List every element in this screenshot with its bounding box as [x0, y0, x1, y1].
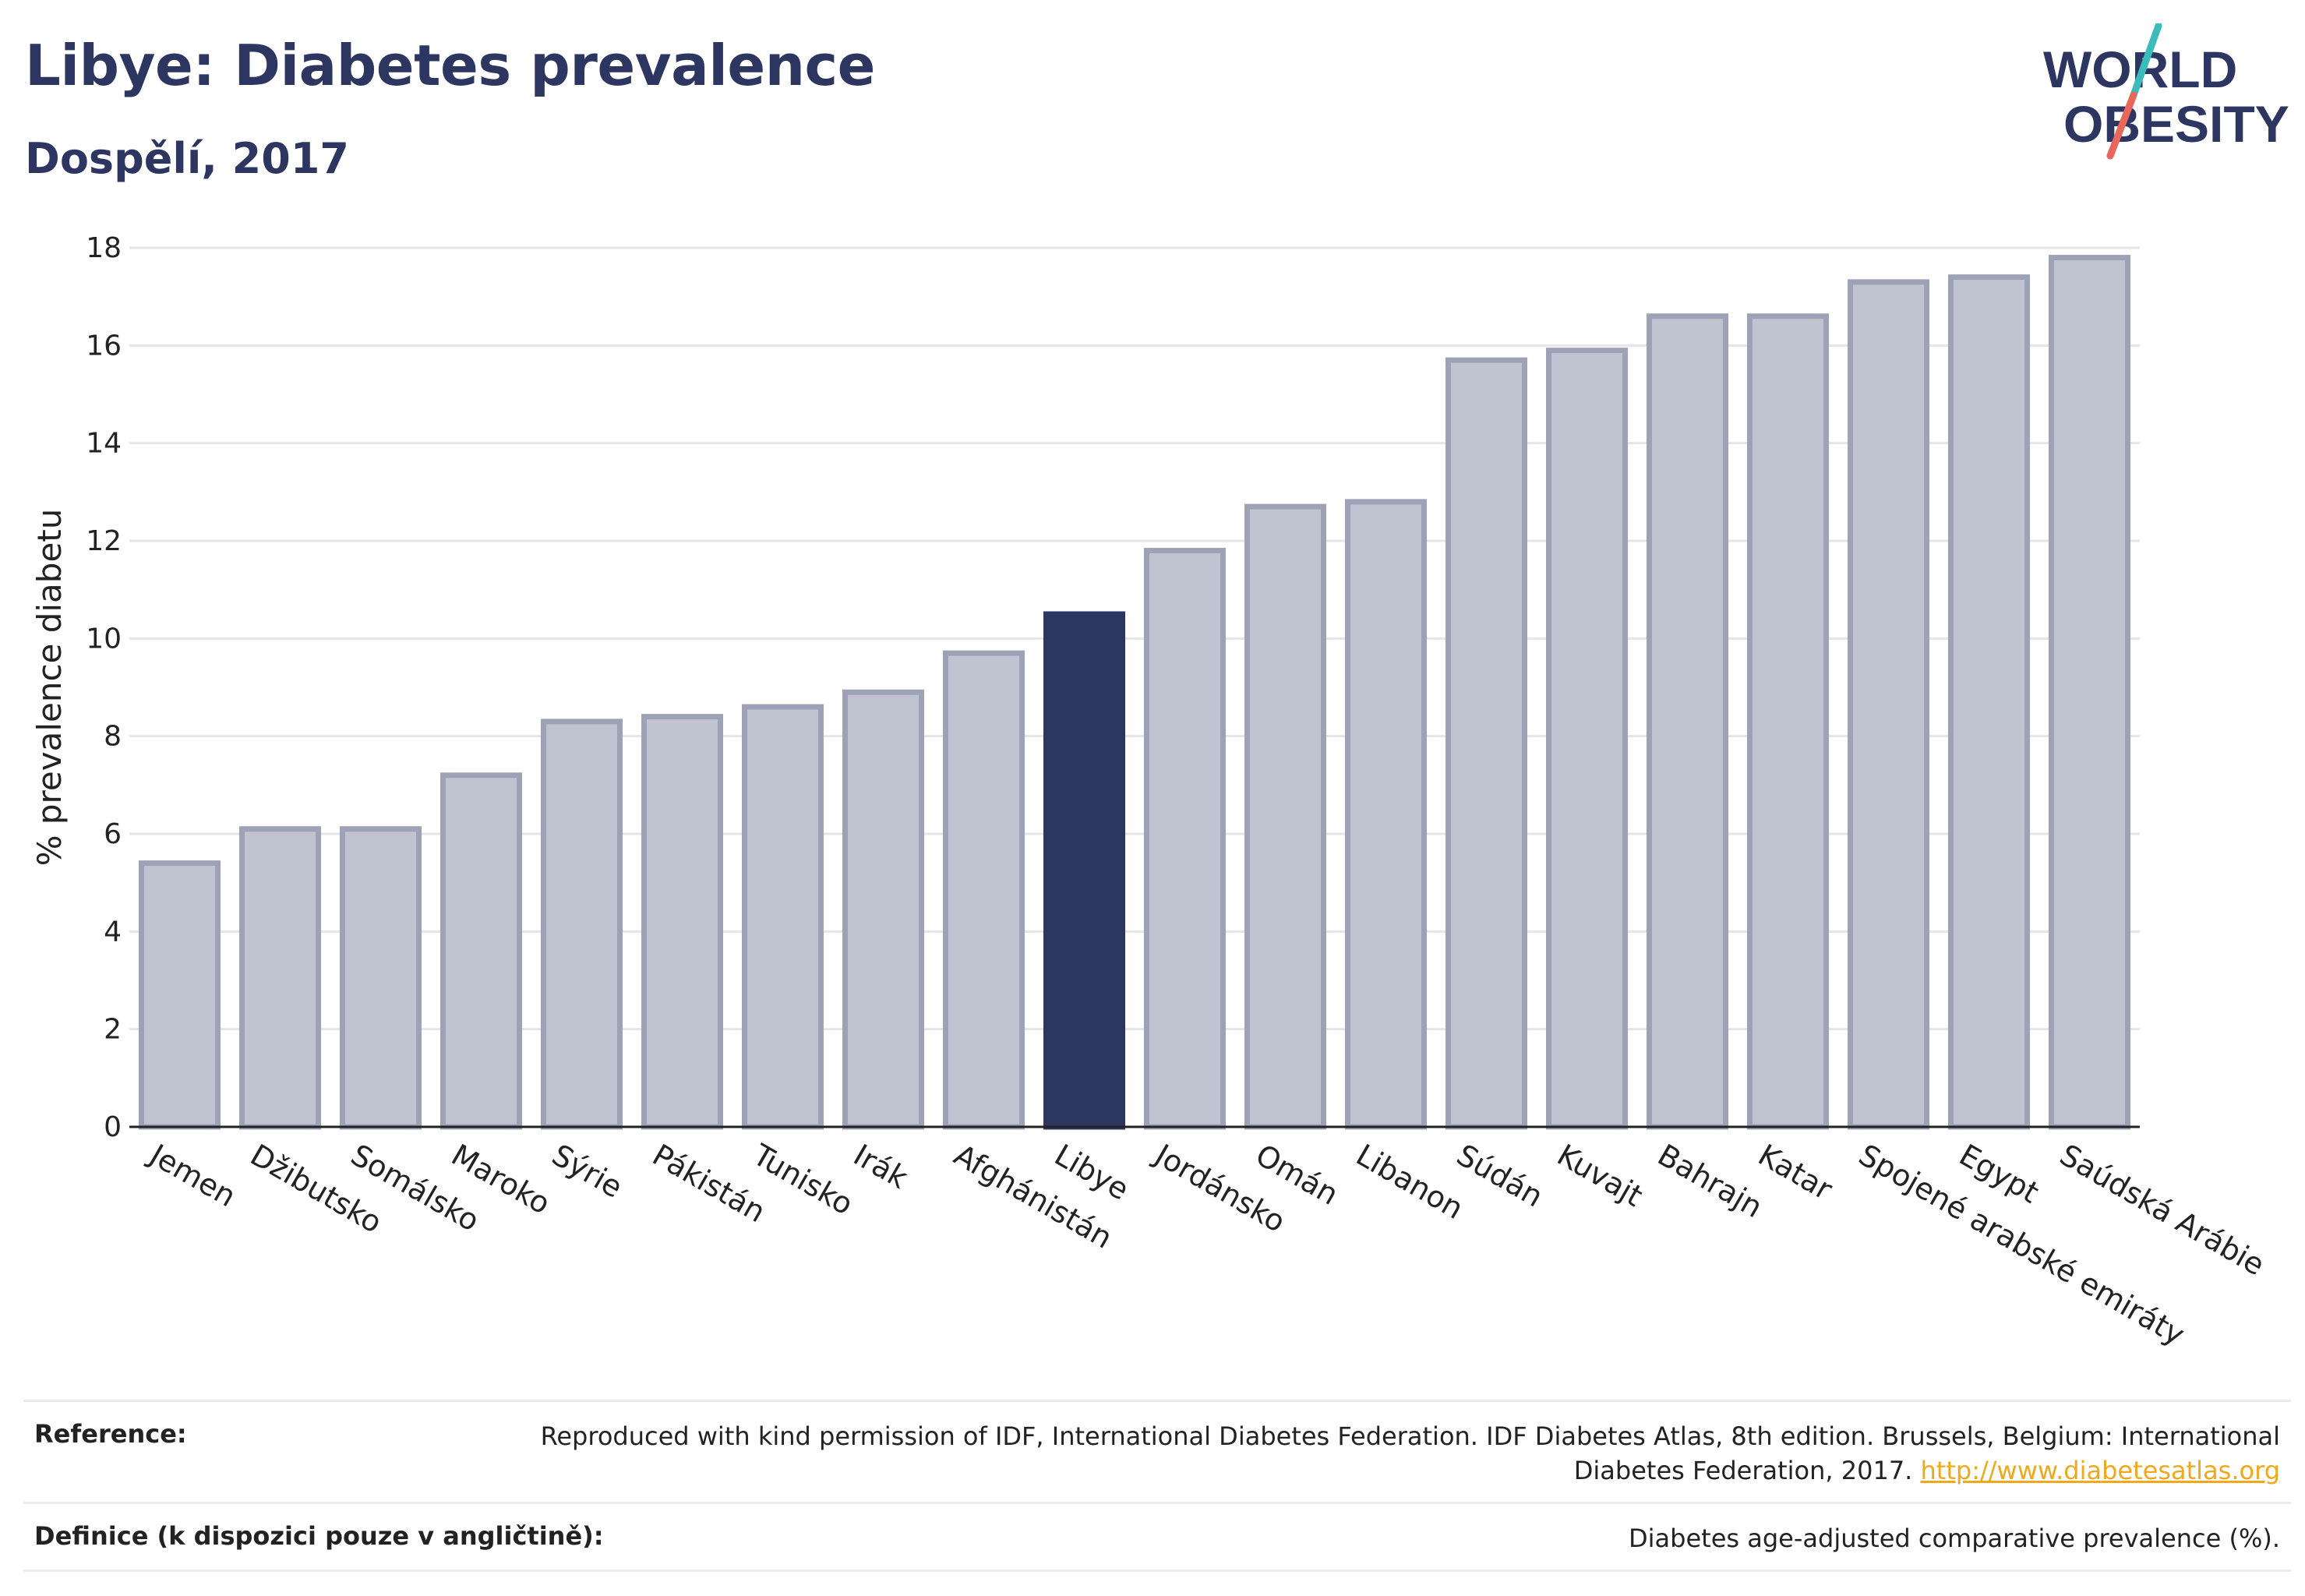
bar-katar[interactable]: [1746, 313, 1830, 1130]
gridlines: [129, 246, 2140, 1128]
definition-value: Diabetes age-adjusted comparative preval…: [1629, 1524, 2280, 1553]
x-tick-label: Pákistán: [647, 1138, 771, 1230]
chart-title: Libye: Diabetes prevalence: [25, 33, 875, 98]
bar-omán[interactable]: [1244, 503, 1327, 1130]
logo-slash-top-icon: [2130, 23, 2162, 99]
logo-line-2: OBESITY: [2063, 95, 2289, 153]
y-tick-label: 8: [104, 721, 122, 753]
x-tick-label: Kuvajt: [1551, 1138, 1648, 1213]
reference-row: Reference: Reproduced with kind permissi…: [23, 1400, 2291, 1502]
bar-egypt[interactable]: [1947, 274, 2031, 1130]
bar-džibutsko[interactable]: [238, 826, 322, 1130]
y-tick-label: 2: [104, 1014, 122, 1046]
chart-subtitle: Dospělí, 2017: [25, 134, 349, 183]
x-tick-label: Bahrajn: [1652, 1138, 1768, 1225]
reference-value: Reproduced with kind permission of IDF, …: [488, 1419, 2280, 1488]
bar-libye[interactable]: [1043, 611, 1126, 1130]
x-tick-label: Jemen: [143, 1137, 242, 1214]
x-tick-label: Saúdská Arábie: [2054, 1138, 2271, 1283]
bar-jemen[interactable]: [138, 860, 221, 1130]
bar-saúdská-arábie[interactable]: [2048, 255, 2131, 1130]
x-tick-label: Irák: [848, 1138, 913, 1195]
bar-kuvajt[interactable]: [1545, 348, 1629, 1130]
y-tick-label: 16: [86, 330, 122, 362]
chart-footer: Reference: Reproduced with kind permissi…: [23, 1400, 2291, 1572]
y-tick-label: 18: [86, 232, 122, 264]
bar-afghánistán[interactable]: [942, 650, 1025, 1130]
bar-chart: 0 2 4 6 8 10 12 14 16 18 Jemen DžibutskoSomálskoMa…: [30, 232, 2271, 1352]
bar-spojené-arabské-emiráty[interactable]: [1847, 279, 1930, 1130]
bars: [138, 255, 2131, 1130]
y-tick-label: 12: [86, 525, 122, 557]
bar-pákistán[interactable]: [641, 714, 724, 1130]
y-axis-title: % prevalence diabetu: [30, 509, 69, 867]
world-obesity-logo[interactable]: WORLD OBESITY: [2026, 23, 2291, 164]
definition-row: Definice (k dispozici pouze v angličtině…: [23, 1502, 2291, 1572]
x-tick-label: Sýrie: [546, 1138, 628, 1205]
y-tick-label: 0: [104, 1111, 122, 1143]
bar-jordánsko[interactable]: [1143, 548, 1227, 1130]
bar-súdán[interactable]: [1445, 357, 1528, 1130]
y-tick-label: 10: [86, 623, 122, 655]
bar-bahrajn[interactable]: [1646, 313, 1729, 1130]
definition-label: Definice (k dispozici pouze v angličtině…: [34, 1521, 604, 1551]
y-tick-labels: 0 2 4 6 8 10 12 14 16 18: [86, 232, 122, 1143]
reference-label: Reference:: [34, 1419, 187, 1449]
bar-irák[interactable]: [842, 689, 925, 1130]
y-tick-label: 6: [104, 818, 122, 850]
bar-sýrie[interactable]: [540, 719, 623, 1130]
x-tick-label: Libanon: [1350, 1138, 1469, 1226]
bar-somálsko[interactable]: [339, 826, 422, 1130]
y-tick-label: 14: [86, 428, 122, 460]
reference-text: Reproduced with kind permission of IDF, …: [540, 1421, 2280, 1485]
bar-tunisko[interactable]: [741, 704, 824, 1130]
reference-link[interactable]: http://www.diabetesatlas.org: [1920, 1456, 2280, 1485]
bar-libanon[interactable]: [1344, 499, 1428, 1130]
y-tick-label: 4: [104, 916, 122, 948]
logo-slash-bottom-icon: [2106, 91, 2137, 160]
bar-maroko[interactable]: [439, 772, 523, 1130]
x-tick-label: Súdán: [1451, 1138, 1549, 1214]
